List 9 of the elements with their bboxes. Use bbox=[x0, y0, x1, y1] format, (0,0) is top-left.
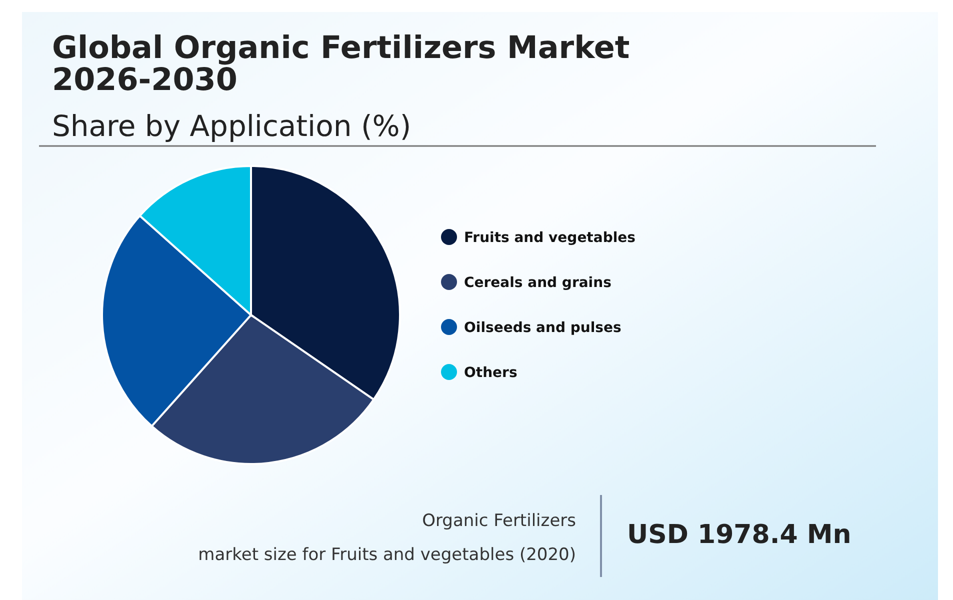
text: USD 1978.4 Mn bbox=[627, 520, 852, 550]
chart-subtitle: Share by Application (%) bbox=[52, 109, 412, 143]
text: market size for Fruits and vegetables (2020) bbox=[198, 545, 576, 565]
legend-label: Cereals and grains bbox=[464, 275, 612, 291]
legend-label: Fruits and vegetables bbox=[464, 230, 636, 246]
legend-label: Oilseeds and pulses bbox=[464, 320, 622, 336]
legend-label: Others bbox=[464, 365, 518, 381]
text: Organic Fertilizers bbox=[422, 511, 576, 531]
chart-title: Global Organic Fertilizers Market 2026-2030 bbox=[52, 30, 630, 98]
